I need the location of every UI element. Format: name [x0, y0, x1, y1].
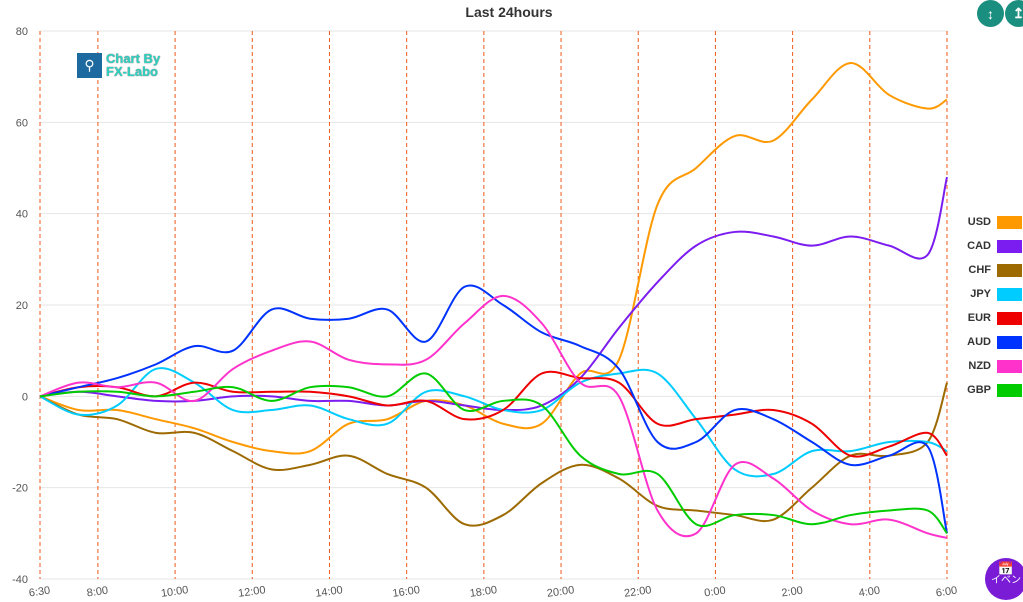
- legend-label: AUD: [967, 336, 991, 348]
- legend-swatch: [997, 287, 1022, 301]
- logo: ⚲ Chart By FX-Labo: [77, 52, 160, 78]
- legend-label: USD: [967, 216, 991, 228]
- x-tick-label: 18:00: [469, 584, 498, 600]
- legend-item-jpy[interactable]: JPY: [950, 282, 1022, 306]
- legend-swatch: [997, 311, 1022, 325]
- x-tick-label: 2:00: [781, 585, 804, 600]
- legend-label: CHF: [968, 264, 991, 276]
- x-tick-label: 8:00: [86, 585, 109, 600]
- y-tick-label: 60: [16, 117, 28, 129]
- legend-swatch: [997, 383, 1022, 397]
- series-line-chf: [39, 382, 948, 527]
- calendar-icon: 📅: [997, 561, 1015, 576]
- series-line-cad: [39, 176, 948, 412]
- x-tick-label: 22:00: [623, 584, 652, 600]
- x-tick-label: 6:30: [28, 585, 51, 600]
- y-tick-label: -40: [12, 574, 28, 586]
- legend-label: CAD: [967, 240, 991, 252]
- legend-label: GBP: [967, 384, 991, 396]
- legend-swatch: [997, 335, 1022, 349]
- event-button[interactable]: 📅 イベン: [985, 558, 1023, 600]
- magnifier-chart-icon: ⚲: [77, 52, 102, 78]
- y-tick-label: -20: [12, 483, 28, 495]
- x-tick-label: 12:00: [237, 584, 266, 600]
- x-tick-label: 4:00: [858, 585, 881, 600]
- y-tick-label: 80: [16, 26, 28, 38]
- legend: USD CAD CHF JPY EUR AUD NZD GBP: [950, 210, 1022, 402]
- x-tick-label: 0:00: [704, 585, 727, 600]
- legend-item-eur[interactable]: EUR: [950, 306, 1022, 330]
- legend-swatch: [997, 239, 1022, 253]
- series-line-aud: [39, 284, 948, 534]
- legend-label: NZD: [968, 360, 991, 372]
- x-tick-label: 16:00: [392, 584, 421, 600]
- legend-item-gbp[interactable]: GBP: [950, 378, 1022, 402]
- x-tick-label: 20:00: [546, 584, 575, 600]
- legend-item-nzd[interactable]: NZD: [950, 354, 1022, 378]
- legend-label: JPY: [970, 288, 991, 300]
- expand-vertical-icon[interactable]: ↥: [1005, 0, 1023, 27]
- logo-line2: FX-Labo: [106, 64, 158, 79]
- y-tick-label: 20: [16, 300, 28, 312]
- legend-item-aud[interactable]: AUD: [950, 330, 1022, 354]
- series-line-gbp: [39, 372, 948, 534]
- series-line-nzd: [39, 294, 948, 539]
- legend-swatch: [997, 263, 1022, 277]
- event-button-label: イベン: [991, 575, 1021, 586]
- legend-swatch: [997, 215, 1022, 229]
- y-tick-label: 40: [16, 209, 28, 221]
- legend-item-chf[interactable]: CHF: [950, 258, 1022, 282]
- legend-item-cad[interactable]: CAD: [950, 234, 1022, 258]
- x-tick-label: 14:00: [315, 584, 344, 600]
- legend-item-usd[interactable]: USD: [950, 210, 1022, 234]
- compress-vertical-icon[interactable]: ↕: [977, 0, 1004, 27]
- y-tick-label: 0: [22, 391, 28, 403]
- legend-swatch: [997, 359, 1022, 373]
- x-tick-label: 6:00: [935, 585, 958, 600]
- logo-line1: Chart By: [106, 51, 161, 66]
- series-line-eur: [39, 370, 948, 458]
- x-tick-label: 10:00: [160, 584, 189, 600]
- legend-label: EUR: [967, 312, 991, 324]
- chart-title: Last 24hours: [465, 4, 553, 20]
- series-line-usd: [39, 61, 948, 455]
